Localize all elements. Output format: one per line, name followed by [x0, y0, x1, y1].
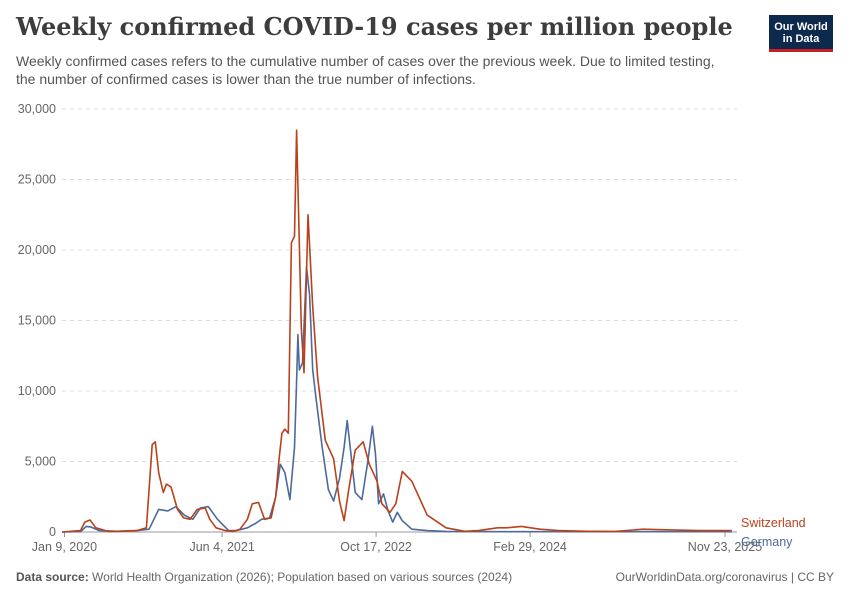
series-line-switzerland: [61, 129, 732, 533]
footer-link[interactable]: OurWorldinData.org/coronavirus | CC BY: [616, 570, 834, 584]
x-tick-label: Jan 9, 2020: [32, 540, 97, 554]
y-tick-label: 0: [49, 525, 56, 539]
data-source: Data source: World Health Organization (…: [16, 570, 512, 584]
y-tick-label: 30,000: [18, 102, 56, 116]
y-tick-label: 20,000: [18, 243, 56, 257]
source-url-link[interactable]: OurWorldinData.org/coronavirus: [615, 570, 788, 584]
data-source-text: World Health Organization (2026); Popula…: [92, 570, 513, 584]
series-label-germany: Germany: [741, 535, 793, 549]
owid-logo[interactable]: Our World in Data: [769, 15, 833, 52]
x-tick-label: Feb 29, 2024: [493, 540, 567, 554]
y-tick-label: 25,000: [18, 173, 56, 187]
x-tick-label: Oct 17, 2022: [340, 540, 412, 554]
series-layer: [61, 129, 732, 533]
series-label-layer: Germany Switzerland: [741, 516, 806, 549]
logo-line-1: Our World: [774, 21, 828, 33]
chart-title: Weekly confirmed COVID-19 cases per mill…: [16, 12, 733, 41]
series-label-switzerland: Switzerland: [741, 516, 806, 530]
data-source-label: Data source:: [16, 570, 89, 584]
logo-line-2: in Data: [782, 33, 820, 45]
axis-layer: 0 5,000 10,000 15,000 20,000 25,000 30,000 Jan …: [18, 102, 762, 554]
series-line-germany: [61, 266, 732, 533]
y-tick-label: 15,000: [18, 314, 56, 328]
chart-subtitle: Weekly confirmed cases refers to the cum…: [16, 53, 715, 87]
y-tick-label: 10,000: [18, 384, 56, 398]
footer-separator: |: [790, 570, 798, 584]
x-tick-label: Nov 23, 2025: [688, 540, 762, 554]
x-tick-label: Jun 4, 2021: [189, 540, 254, 554]
grid-layer: [62, 108, 737, 462]
license-text: CC BY: [797, 570, 834, 584]
y-tick-label: 5,000: [25, 455, 56, 469]
